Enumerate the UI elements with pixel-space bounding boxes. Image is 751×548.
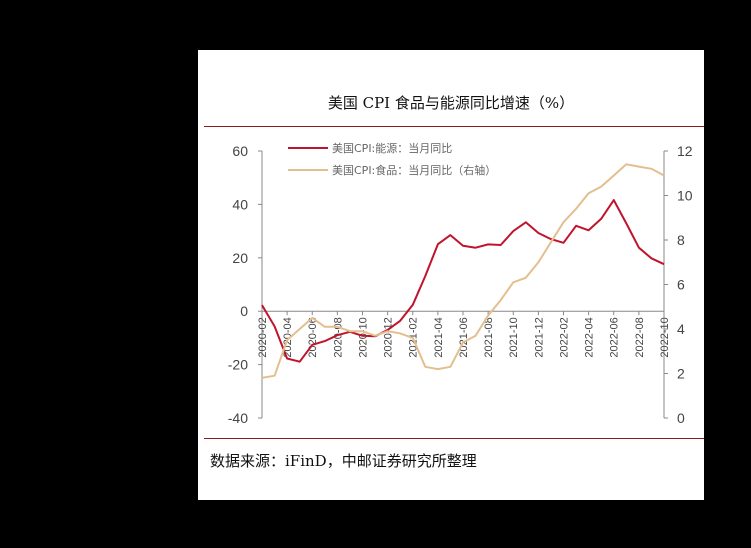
- cpi-line-chart: -40 -20 0 20 40 60 0 2 4 6 8 10 12 2020-02 2020-04 20…: [228, 141, 693, 426]
- x-tick-label: 2020-02: [257, 317, 269, 357]
- x-tick-label: 2021-12: [533, 317, 545, 357]
- x-tick-label: 2022-06: [609, 317, 621, 357]
- right-tick-label: 10: [677, 188, 693, 204]
- left-tick-label: 20: [232, 250, 248, 266]
- right-tick-label: 0: [677, 410, 685, 426]
- food-cpi-line: [261, 163, 665, 379]
- left-tick-label: 0: [240, 303, 248, 319]
- x-tick-label: 2020-06: [307, 317, 319, 357]
- x-tick-label: 2022-10: [659, 317, 671, 357]
- x-tick-label: 2020-10: [358, 317, 370, 357]
- chart-title: 美国 CPI 食品与能源同比增速（%）: [327, 94, 575, 112]
- right-y-axis: 0 2 4 6 8 10 12: [663, 143, 693, 426]
- right-tick-label: 6: [677, 277, 685, 293]
- source-note: 数据来源：iFinD，中邮证券研究所整理: [210, 452, 477, 470]
- left-tick-label: 60: [232, 143, 248, 159]
- x-tick-label: 2022-02: [559, 317, 571, 357]
- left-tick-label: 40: [232, 196, 248, 212]
- x-tick-label: 2022-08: [634, 317, 646, 357]
- left-tick-label: -40: [228, 410, 248, 426]
- left-y-axis: -40 -20 0 20 40 60: [228, 143, 263, 426]
- energy-cpi-line: [261, 199, 665, 363]
- right-tick-label: 4: [677, 321, 685, 337]
- x-tick-label: 2022-04: [584, 317, 596, 357]
- x-tick-label: 2021-08: [483, 317, 495, 357]
- x-axis: 2020-02 2020-04 2020-06 2020-08 2020-10 2020-…: [257, 310, 671, 358]
- right-tick-label: 8: [677, 232, 685, 248]
- x-tick-label: 2021-10: [508, 317, 520, 357]
- left-tick-label: -20: [228, 357, 248, 373]
- series-layer: [261, 163, 665, 379]
- source-divider: [204, 438, 704, 439]
- legend-energy-label: 美国CPI:能源：当月同比: [332, 141, 452, 155]
- x-tick-label: 2021-06: [458, 317, 470, 357]
- x-tick-label: 2020-12: [383, 317, 395, 357]
- x-tick-label: 2021-04: [433, 317, 445, 357]
- chart-panel: 美国 CPI 食品与能源同比增速（%） -40 -20 0 20 40 60 0 2 4 6 8 1…: [198, 50, 704, 500]
- legend-food-label: 美国CPI:食品：当月同比（右轴）: [332, 163, 496, 177]
- right-tick-label: 12: [677, 143, 693, 159]
- right-tick-label: 2: [677, 366, 685, 382]
- title-divider: [204, 126, 704, 127]
